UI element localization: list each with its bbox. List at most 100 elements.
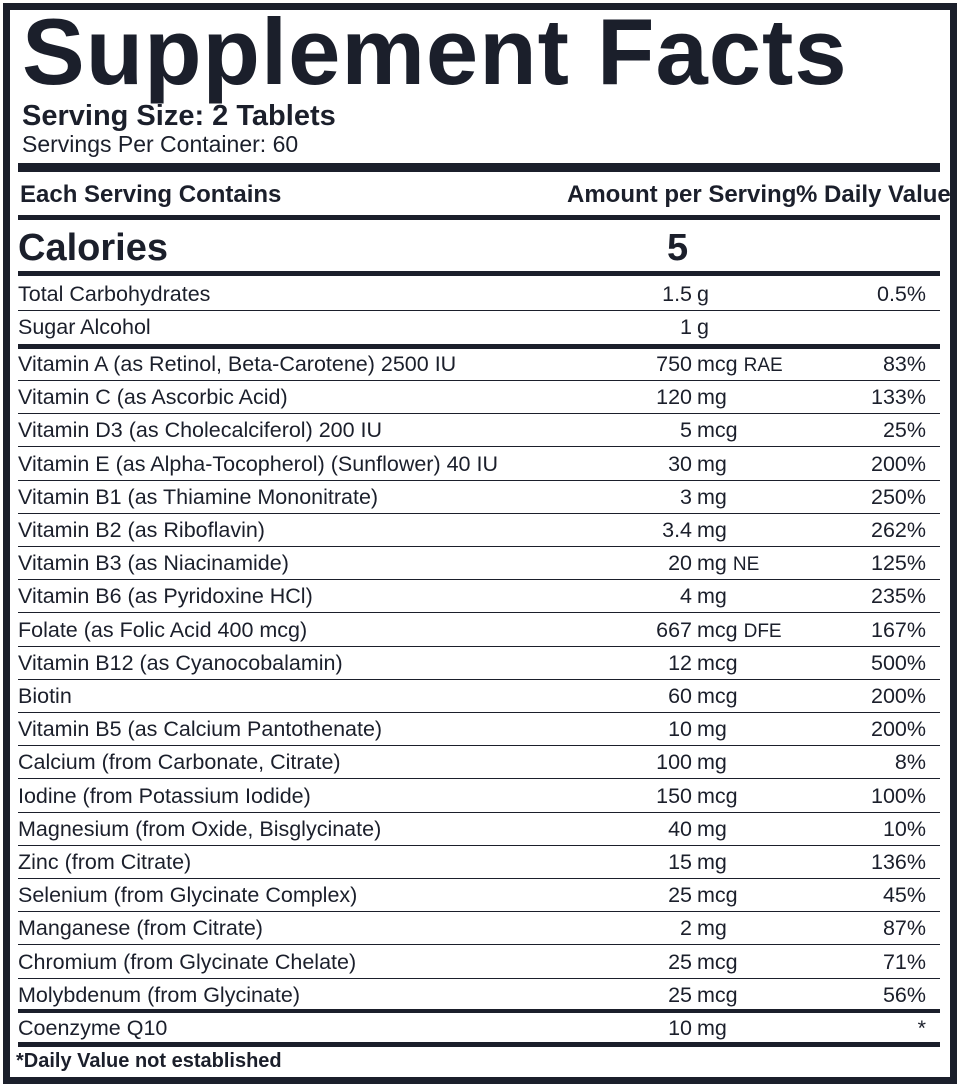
nutrient-row: Vitamin B5 (as Calcium Pantothenate) 10 mg… bbox=[18, 713, 940, 747]
nutrient-name: Selenium (from Glycinate Complex) bbox=[18, 883, 358, 908]
unit-text: mcg bbox=[697, 883, 738, 908]
nutrient-row: Coenzyme Q10 10 mg * bbox=[18, 1012, 940, 1045]
nutrient-amount: 5 bbox=[680, 418, 692, 443]
calories-label: Calories bbox=[18, 227, 168, 269]
nutrient-name: Biotin bbox=[18, 684, 72, 708]
unit-text: mg bbox=[697, 916, 727, 941]
nutrient-daily-value: 56% bbox=[882, 982, 926, 1007]
nutrient-amount: 667 bbox=[656, 617, 692, 642]
nutrient-unit: mcg bbox=[697, 979, 738, 1013]
nutrient-amount: 15 bbox=[668, 850, 692, 874]
nutrient-daily-value: 25% bbox=[882, 418, 926, 443]
nutrient-amount: 10 bbox=[668, 1016, 692, 1040]
nutrient-name: Total Carbohydrates bbox=[18, 282, 211, 306]
nutrient-unit: mcg bbox=[697, 780, 738, 814]
divider bbox=[18, 215, 940, 220]
nutrient-name: Magnesium (from Oxide, Bisglycinate) bbox=[18, 816, 382, 841]
divider-thick bbox=[18, 163, 940, 172]
nutrient-row: Vitamin B12 (as Cyanocobalamin) 12 mcg 500… bbox=[18, 647, 940, 680]
nutrient-row: Vitamin B6 (as Pyridoxine HCl) 4 mg 235% bbox=[18, 580, 940, 614]
nutrient-daily-value: 45% bbox=[882, 883, 926, 908]
nutrient-name: Vitamin A (as Retinol, Beta-Carotene) 25… bbox=[18, 352, 457, 376]
nutrient-name: Vitamin B6 (as Pyridoxine HCl) bbox=[18, 584, 313, 609]
nutrient-row: Chromium (from Glycinate Chelate) 25 mcg 7… bbox=[18, 946, 940, 979]
nutrient-unit: mg NE bbox=[697, 547, 759, 581]
nutrient-name: Vitamin B2 (as Riboflavin) bbox=[18, 518, 265, 542]
nutrient-unit: mcg bbox=[697, 647, 738, 681]
nutrient-row: Vitamin E (as Alpha-Tocopherol) (Sunflow… bbox=[18, 448, 940, 481]
nutrient-name: Vitamin B3 (as Niacinamide) bbox=[18, 551, 289, 576]
nutrient-name: Folate (as Folic Acid 400 mcg) bbox=[18, 617, 308, 642]
nutrient-daily-value: 125% bbox=[871, 551, 926, 576]
nutrient-row: Vitamin B3 (as Niacinamide) 20 mg NE 125% bbox=[18, 547, 940, 581]
nutrient-unit: mg bbox=[697, 448, 727, 482]
nutrient-daily-value: 200% bbox=[871, 717, 926, 742]
unit-text: mcg bbox=[697, 982, 738, 1007]
unit-text: mcg bbox=[697, 418, 738, 443]
unit-text: mg bbox=[697, 850, 727, 874]
divider bbox=[18, 1042, 940, 1047]
divider bbox=[18, 344, 940, 349]
nutrient-amount: 25 bbox=[668, 982, 692, 1007]
nutrient-amount: 2 bbox=[680, 916, 692, 941]
nutrient-unit: mg bbox=[697, 813, 727, 847]
unit-text: mg bbox=[697, 1016, 727, 1040]
nutrient-unit: mcg bbox=[697, 414, 738, 448]
nutrient-daily-value: 83% bbox=[882, 352, 926, 376]
nutrient-daily-value: 250% bbox=[871, 484, 926, 509]
nutrient-unit: mcg DFE bbox=[697, 614, 782, 648]
nutrient-daily-value: 133% bbox=[871, 385, 926, 410]
nutrient-unit: mg bbox=[697, 713, 727, 747]
nutrient-daily-value: * bbox=[917, 1016, 926, 1040]
unit-text: mg bbox=[697, 518, 727, 542]
serving-size: Serving Size: 2 Tablets bbox=[22, 100, 336, 132]
nutrient-row: Calcium (from Carbonate, Citrate) 100 mg 8… bbox=[18, 746, 940, 780]
nutrient-name: Vitamin B5 (as Calcium Pantothenate) bbox=[18, 717, 383, 742]
divider bbox=[18, 271, 940, 276]
unit-text: mg bbox=[697, 816, 727, 841]
nutrient-unit: mcg bbox=[697, 680, 738, 714]
nutrient-unit: mg bbox=[697, 912, 727, 946]
nutrient-name: Vitamin B12 (as Cyanocobalamin) bbox=[18, 650, 343, 675]
nutrient-unit: mg bbox=[697, 746, 727, 780]
unit-text: g bbox=[697, 315, 709, 340]
nutrient-amount: 120 bbox=[656, 385, 692, 410]
nutrient-name: Vitamin E (as Alpha-Tocopherol) (Sunflow… bbox=[18, 451, 498, 476]
nutrient-unit: g bbox=[697, 311, 709, 345]
nutrient-amount: 30 bbox=[668, 451, 692, 476]
nutrient-daily-value: 136% bbox=[871, 850, 926, 874]
nutrient-daily-value: 87% bbox=[882, 916, 926, 941]
label-border bbox=[3, 3, 957, 1084]
header-daily-value: % Daily Value bbox=[796, 181, 951, 208]
nutrient-row: Vitamin B1 (as Thiamine Mononitrate) 3 mg … bbox=[18, 481, 940, 514]
unit-qualifier: DFE bbox=[743, 620, 782, 642]
nutrient-daily-value: 8% bbox=[894, 750, 926, 775]
unit-text: mg bbox=[697, 451, 727, 476]
header-amount: Amount per Serving bbox=[567, 181, 797, 208]
nutrient-row: Magnesium (from Oxide, Bisglycinate) 40 mg… bbox=[18, 813, 940, 846]
nutrient-daily-value: 235% bbox=[871, 584, 926, 609]
nutrient-row: Selenium (from Glycinate Complex) 25 mcg 4… bbox=[18, 879, 940, 913]
nutrient-unit: mg bbox=[697, 481, 727, 515]
nutrient-amount: 60 bbox=[668, 684, 692, 708]
nutrient-row: Folate (as Folic Acid 400 mcg) 667 mcg DFE… bbox=[18, 614, 940, 647]
nutrient-daily-value: 71% bbox=[882, 949, 926, 974]
nutrient-amount: 20 bbox=[668, 551, 692, 576]
nutrient-unit: mg bbox=[697, 381, 727, 415]
unit-qualifier: RAE bbox=[743, 355, 783, 376]
nutrient-unit: mg bbox=[697, 580, 727, 614]
nutrient-row: Sugar Alcohol 1 g bbox=[18, 311, 940, 344]
nutrient-row: Vitamin A (as Retinol, Beta-Carotene) 25… bbox=[18, 348, 940, 381]
footnote: *Daily Value not established bbox=[16, 1050, 282, 1072]
nutrient-amount: 100 bbox=[656, 750, 692, 775]
nutrient-amount: 150 bbox=[656, 783, 692, 808]
nutrient-daily-value: 167% bbox=[871, 617, 926, 642]
nutrient-daily-value: 262% bbox=[871, 518, 926, 542]
nutrient-amount: 25 bbox=[668, 949, 692, 974]
nutrient-amount: 10 bbox=[668, 717, 692, 742]
nutrient-name: Vitamin C (as Ascorbic Acid) bbox=[18, 385, 288, 410]
nutrient-amount: 750 bbox=[656, 352, 692, 376]
divider bbox=[18, 1009, 940, 1013]
nutrient-row: Molybdenum (from Glycinate) 25 mcg 56% bbox=[18, 979, 940, 1012]
nutrient-name: Coenzyme Q10 bbox=[18, 1016, 168, 1040]
